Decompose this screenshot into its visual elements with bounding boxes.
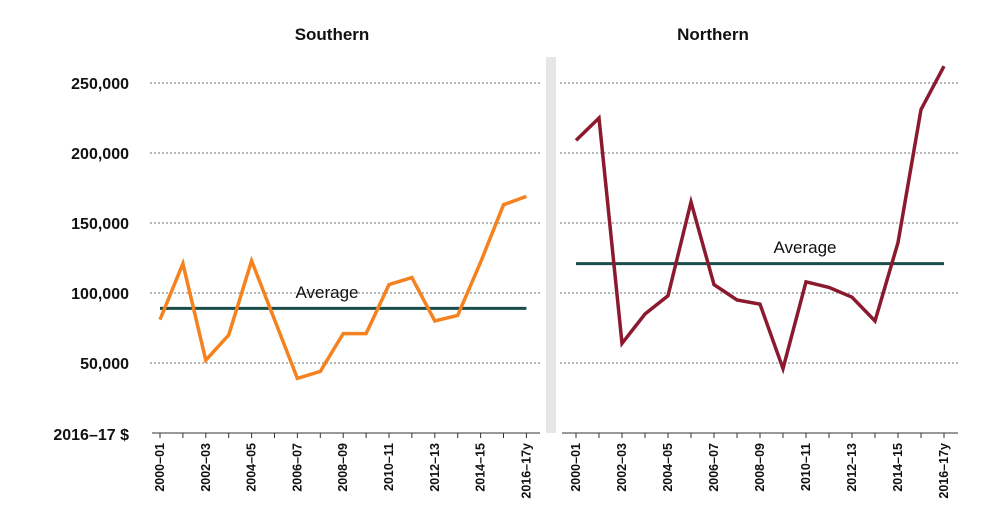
x-tick-label: 2010–11 [382,443,396,491]
x-tick-label: 2010–11 [799,443,813,491]
x-tick-label: 2014–15 [474,443,488,492]
x-tick-label: 2000–01 [153,443,167,492]
x-tick-label: 2008–09 [753,443,767,492]
x-tick-label: 2006–07 [290,443,304,492]
y-tick-label: 100,000 [71,286,129,303]
x-tick-label: 2012–13 [845,443,859,492]
x-tick-label: 2008–09 [336,443,350,492]
x-tick-label: 2000–01 [569,443,583,492]
panel-separator [546,57,556,433]
average-label: Average [295,283,358,302]
y-tick-label: 250,000 [71,76,129,93]
x-tick-label: 2016–17y [937,443,951,499]
unit-label: 2016–17 $ [53,427,129,444]
y-tick-label: 200,000 [71,146,129,163]
y-tick-label: 50,000 [80,356,129,373]
x-tick-label: 2004–05 [245,443,259,492]
series-line [574,65,946,375]
x-tick-label: 2012–13 [428,443,442,492]
series-line [158,194,528,381]
x-tick-label: 2016–17y [519,443,533,499]
x-tick-label: 2014–15 [891,443,905,492]
x-tick-label: 2004–05 [661,443,675,492]
panel-title: Northern [677,25,749,44]
x-tick-label: 2006–07 [707,443,721,492]
x-tick-label: 2002–03 [199,443,213,492]
y-tick-label: 150,000 [71,216,129,233]
average-label: Average [773,238,836,257]
panel-title: Southern [295,25,370,44]
x-tick-label: 2002–03 [615,443,629,492]
